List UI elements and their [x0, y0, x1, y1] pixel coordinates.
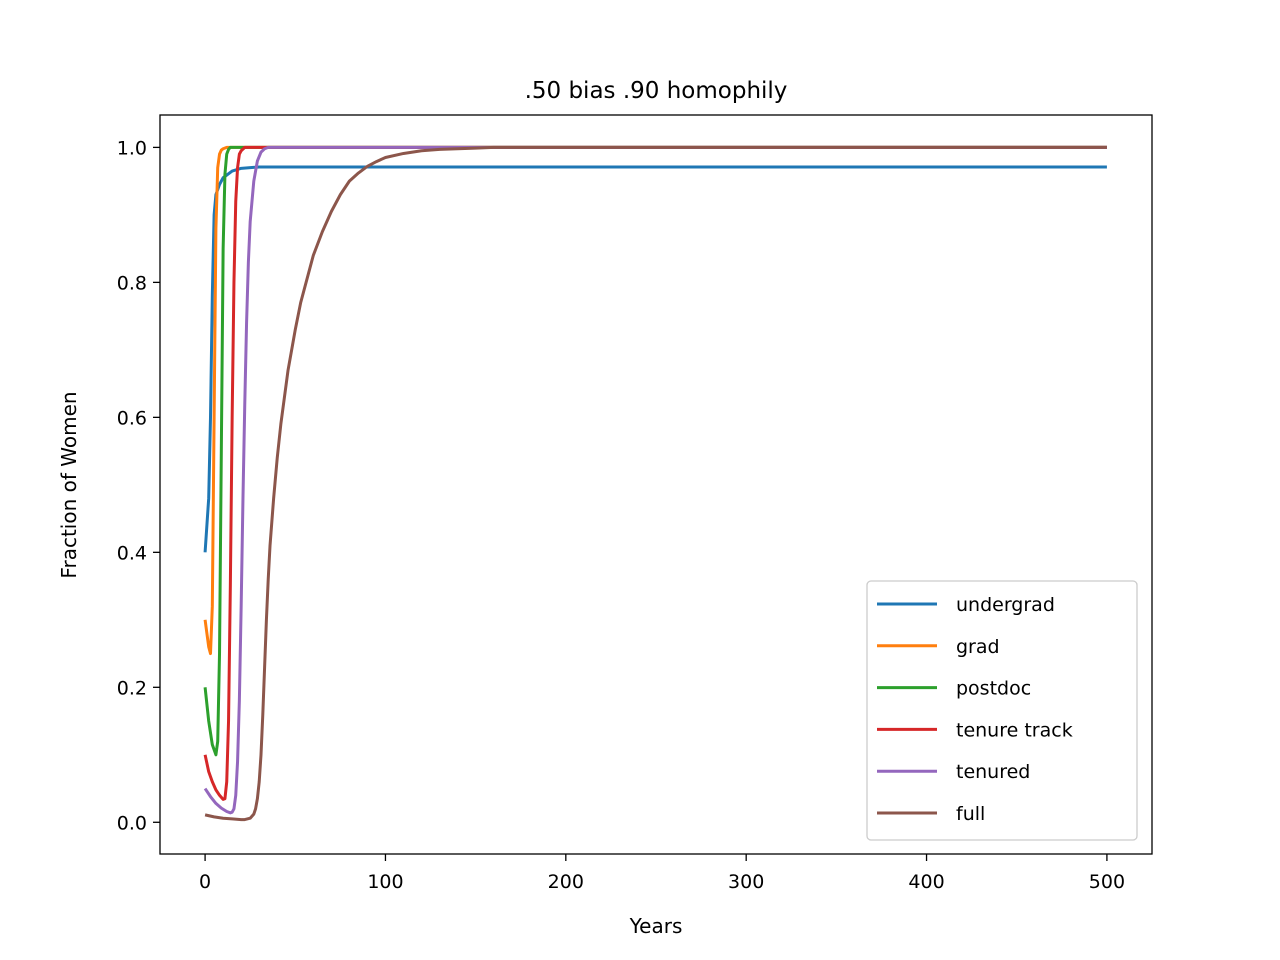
plot-frame [159, 114, 1153, 855]
x-tick-label: 0 [199, 871, 211, 893]
y-tick-label: 0.0 [117, 812, 147, 834]
chart-title: .50 bias .90 homophily [525, 78, 788, 104]
legend-items: undergrad grad postdoc tenure track tenured f… [877, 594, 1073, 825]
y-tick-label: 1.0 [117, 137, 147, 159]
legend-label: tenured [956, 761, 1030, 783]
x-tick-label: 100 [367, 871, 403, 893]
x-tick-label: 300 [728, 871, 764, 893]
legend-label: undergrad [956, 594, 1055, 616]
x-tick-label: 200 [548, 871, 584, 893]
series-line-tenured [203, 145, 1107, 815]
legend-label: full [956, 803, 985, 825]
y-tick-label: 0.4 [117, 542, 147, 564]
y-tick-label: 0.8 [117, 272, 147, 294]
x-axis: 0 100 200 300 400 500 [199, 854, 1125, 893]
legend-box [866, 580, 1138, 841]
y-axis: 0.0 0.2 0.4 0.6 0.8 1.0 [117, 137, 160, 834]
series-layer [203, 145, 1107, 822]
y-tick-label: 0.6 [117, 407, 147, 429]
series-line-full [204, 145, 1107, 822]
x-axis-label: Years [629, 914, 683, 938]
legend-label: grad [956, 636, 1000, 658]
x-tick-label: 500 [1089, 871, 1125, 893]
y-tick-label: 0.2 [117, 677, 147, 699]
legend-label: postdoc [956, 678, 1031, 700]
x-tick-label: 400 [908, 871, 944, 893]
legend-label: tenure track [956, 719, 1073, 741]
y-axis-label: Fraction of Women [57, 391, 81, 578]
legend: undergrad grad postdoc tenure track tenured f… [866, 580, 1138, 841]
